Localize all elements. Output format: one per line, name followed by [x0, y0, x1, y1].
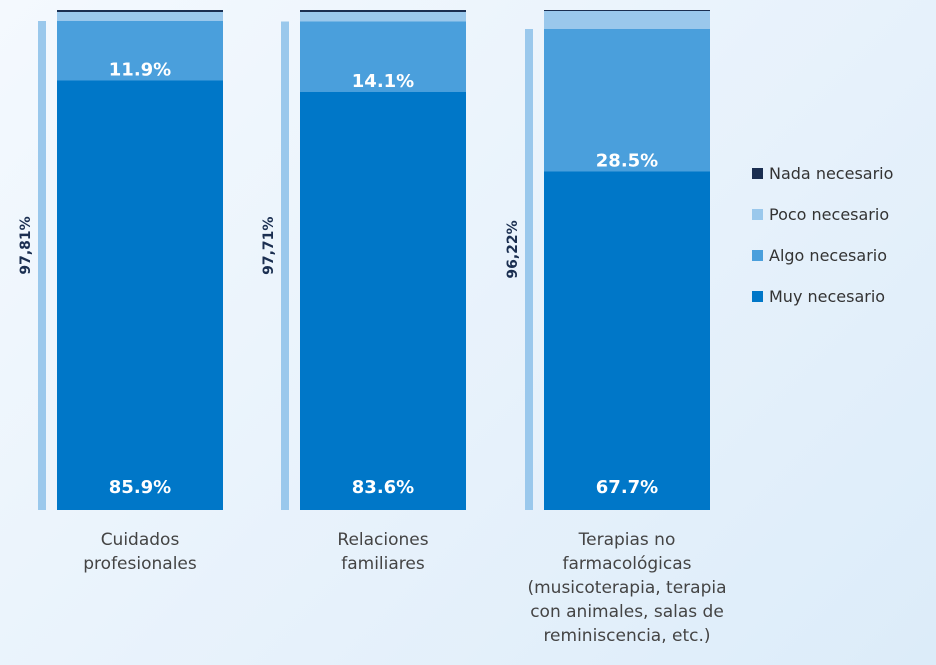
bar-segment	[57, 10, 223, 12]
legend-label: Poco necesario	[769, 205, 890, 224]
bracket	[281, 21, 289, 510]
data-label: 83.6%	[352, 477, 414, 498]
data-label: 85.9%	[109, 477, 171, 498]
legend-swatch	[752, 250, 763, 261]
data-label: 14.1%	[352, 71, 414, 92]
x-tick-label: Relaciones familiares	[337, 530, 429, 574]
bar-segment	[544, 171, 710, 510]
legend-swatch	[752, 209, 763, 220]
bar-segment	[300, 21, 466, 92]
legend-swatch	[752, 291, 763, 302]
bar-segment	[544, 29, 710, 172]
bar-segment	[544, 10, 710, 11]
bar-segment	[300, 12, 466, 22]
bar-segment	[300, 10, 466, 12]
data-label: 28.5%	[596, 151, 658, 172]
bar-segment	[300, 92, 466, 510]
legend-item: Algo necesario	[752, 246, 887, 265]
bar-segment	[544, 11, 710, 29]
legend-item: Nada necesario	[752, 164, 893, 183]
bracket-label: 97,71%	[261, 217, 277, 275]
x-tick-label: Terapias no farmacológicas (musicoterapi…	[527, 530, 727, 646]
bar-segment	[57, 80, 223, 510]
legend-label: Algo necesario	[769, 246, 887, 265]
bracket-label: 96,22%	[505, 220, 521, 278]
legend-label: Nada necesario	[769, 164, 894, 183]
bracket-label: 97,81%	[18, 216, 34, 274]
data-label: 11.9%	[109, 60, 171, 81]
legend-label: Muy necesario	[769, 287, 886, 306]
legend-item: Poco necesario	[752, 205, 889, 224]
x-tick-label: Cuidados profesionales	[83, 530, 197, 574]
bar-segment	[57, 12, 223, 21]
legend-item: Muy necesario	[752, 287, 885, 306]
bar-segment	[57, 21, 223, 81]
data-label: 67.7%	[596, 477, 658, 498]
bracket	[38, 21, 46, 510]
bracket	[525, 29, 533, 510]
legend-swatch	[752, 168, 763, 179]
